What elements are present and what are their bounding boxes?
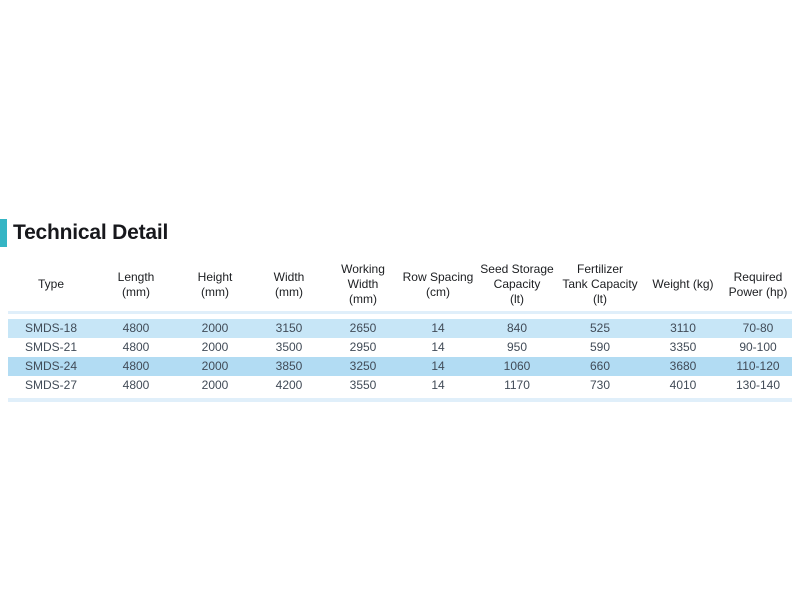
table-cell: 3110	[642, 319, 724, 338]
column-header-height: Height (mm)	[197, 269, 233, 299]
table-cell: 730	[589, 378, 611, 392]
row-label-cell: SMDS-21	[24, 340, 77, 354]
table-cell: 2000	[178, 319, 252, 338]
spec-table: Type Length (mm) Height (mm) Width (mm) …	[8, 258, 792, 402]
table-row: SMDS-27 4800 2000 4200 3550 14 1170 730 …	[8, 376, 792, 395]
table-bottom-line	[8, 398, 792, 402]
footer-gap	[8, 395, 792, 398]
row-label-cell: SMDS-18	[8, 319, 94, 338]
header-separator-line	[8, 311, 792, 314]
table-cell: 2950	[349, 340, 377, 354]
table-cell: 2000	[201, 378, 229, 392]
row-label-cell: SMDS-24	[8, 357, 94, 376]
table-cell: 2000	[201, 340, 229, 354]
table-cell: 4800	[94, 357, 178, 376]
table-cell: 3680	[642, 357, 724, 376]
table-row: SMDS-21 4800 2000 3500 2950 14 950 590 3…	[8, 338, 792, 357]
table-header-row: Type Length (mm) Height (mm) Width (mm) …	[8, 258, 792, 311]
column-header-width: Width (mm)	[273, 269, 305, 299]
table-cell: 590	[589, 340, 611, 354]
table-cell: 14	[431, 340, 445, 354]
table-cell: 4800	[122, 340, 150, 354]
table-cell: 4200	[275, 378, 303, 392]
table-cell: 14	[400, 357, 476, 376]
table-cell: 3250	[326, 357, 400, 376]
table-row: SMDS-18 4800 2000 3150 2650 14 840 525 3…	[8, 319, 792, 338]
page-title: Technical Detail	[13, 221, 169, 244]
column-header-row-spacing: Row Spacing (cm)	[402, 269, 474, 299]
section-header: Technical Detail	[0, 219, 168, 247]
table-cell: 2650	[326, 319, 400, 338]
table-cell: 840	[476, 319, 558, 338]
table-cell: 4010	[669, 378, 697, 392]
table-cell: 1170	[504, 378, 530, 392]
column-header-seed-storage: Seed Storage Capacity (lt)	[480, 262, 554, 306]
table-cell: 90-100	[739, 340, 777, 354]
table-cell: 3350	[669, 340, 697, 354]
row-label-cell: SMDS-27	[24, 378, 77, 392]
table-cell: 3850	[252, 357, 326, 376]
table-cell: 660	[558, 357, 642, 376]
table-cell: 130-140	[735, 378, 781, 392]
title-accent-bar	[0, 219, 7, 247]
table-row: SMDS-24 4800 2000 3850 3250 14 1060 660 …	[8, 357, 792, 376]
table-cell: 14	[431, 378, 445, 392]
table-cell: 2000	[178, 357, 252, 376]
table-cell: 14	[400, 319, 476, 338]
column-header-working-width: Working Width (mm)	[341, 262, 385, 306]
table-cell: 3500	[275, 340, 303, 354]
column-header-length: Length (mm)	[117, 269, 155, 299]
table-cell: 4800	[122, 378, 150, 392]
column-header-fertilizer-tank: Fertilizer Tank Capacity (lt)	[562, 262, 638, 306]
table-cell: 3150	[252, 319, 326, 338]
technical-detail-table: Type Length (mm) Height (mm) Width (mm) …	[8, 258, 792, 402]
column-header-type: Type	[37, 277, 64, 291]
column-header-weight: Weight (kg)	[652, 277, 714, 291]
table-cell: 70-80	[724, 319, 792, 338]
column-header-required-power: Required Power (hp)	[728, 269, 788, 299]
table-cell: 525	[558, 319, 642, 338]
table-cell: 1060	[476, 357, 558, 376]
table-cell: 110-120	[724, 357, 792, 376]
table-cell: 3550	[349, 378, 377, 392]
table-cell: 4800	[94, 319, 178, 338]
header-gap	[8, 314, 792, 319]
table-cell: 950	[506, 340, 528, 354]
